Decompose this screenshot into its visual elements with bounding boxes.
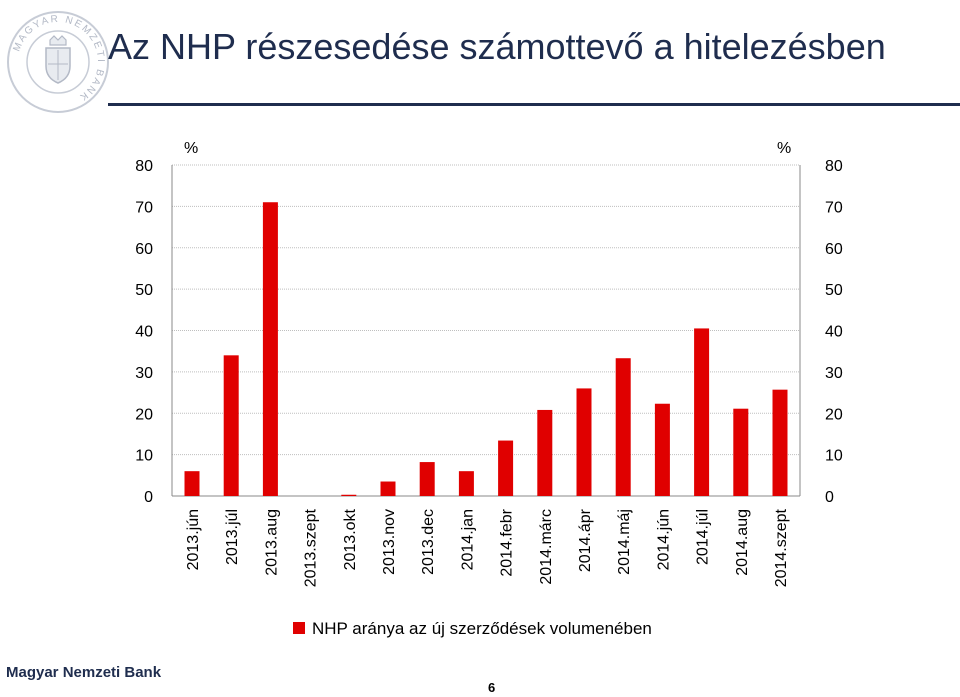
chart-bars bbox=[184, 202, 788, 497]
bar bbox=[262, 202, 278, 497]
bar bbox=[184, 471, 200, 496]
bar-chart: 0 0 10 10 20 20 30 30 40 40 50 50 60 60 70 70 80 80 2013.j… bbox=[135, 140, 843, 638]
y-tick-label-left: 10 bbox=[135, 448, 153, 465]
chart-legend: NHP aránya az új szerződések volumenében bbox=[293, 619, 652, 638]
x-tick-label: 2013.júl bbox=[224, 509, 241, 565]
x-tick-label: 2013.dec bbox=[420, 509, 437, 575]
y-tick-label-left: 80 bbox=[135, 158, 153, 175]
x-tick-label: 2013.jún bbox=[185, 509, 202, 570]
bar bbox=[537, 409, 553, 496]
y-tick-label-left: 20 bbox=[135, 406, 153, 423]
x-tick-label: 2014.júl bbox=[695, 509, 712, 565]
y-tick-label-right: 0 bbox=[825, 489, 834, 506]
x-tick-label: 2013.szept bbox=[303, 508, 320, 587]
x-tick-label: 2014.aug bbox=[734, 509, 751, 576]
bar bbox=[615, 358, 631, 496]
legend-label: NHP aránya az új szerződések volumenében bbox=[312, 619, 652, 638]
x-tick-label: 2013.okt bbox=[342, 508, 359, 570]
y-tick-label-left: 30 bbox=[135, 365, 153, 382]
mnb-logo: MAGYAR NEMZETI BANK bbox=[4, 8, 112, 116]
y-tick-label-right: 70 bbox=[825, 199, 843, 216]
y-tick-label-left: 50 bbox=[135, 282, 153, 299]
footer-bank-name: Magyar Nemzeti Bank bbox=[6, 664, 162, 681]
y-axis-unit-left: % bbox=[184, 140, 198, 157]
y-tick-label-right: 30 bbox=[825, 365, 843, 382]
x-tick-label: 2014.jan bbox=[459, 509, 476, 570]
bar bbox=[458, 471, 474, 496]
y-tick-label-left: 0 bbox=[144, 489, 153, 506]
y-tick-label-left: 70 bbox=[135, 199, 153, 216]
bar bbox=[694, 328, 710, 496]
bar bbox=[733, 408, 749, 496]
page-title: Az NHP részesedése számottevő a hitelezé… bbox=[108, 26, 886, 67]
y-tick-label-right: 10 bbox=[825, 448, 843, 465]
x-tick-label: 2014.jún bbox=[655, 509, 672, 570]
bar bbox=[419, 462, 435, 496]
y-tick-label-right: 60 bbox=[825, 241, 843, 258]
bar bbox=[223, 355, 239, 496]
x-tick-label: 2014.márc bbox=[538, 509, 555, 585]
bar bbox=[498, 440, 514, 496]
y-tick-label-left: 40 bbox=[135, 324, 153, 341]
legend-swatch bbox=[293, 622, 305, 634]
x-tick-label: 2014.ápr bbox=[577, 508, 594, 572]
bar bbox=[772, 389, 788, 496]
mnb-seal-icon: MAGYAR NEMZETI BANK bbox=[7, 11, 109, 113]
y-tick-label-right: 20 bbox=[825, 406, 843, 423]
y-tick-label-right: 50 bbox=[825, 282, 843, 299]
bar bbox=[380, 481, 396, 496]
bar bbox=[341, 494, 357, 496]
y-axis-unit-right: % bbox=[777, 140, 791, 157]
x-tick-label: 2013.aug bbox=[263, 509, 280, 576]
x-tick-label: 2014.máj bbox=[616, 509, 633, 575]
title-divider bbox=[108, 103, 960, 106]
x-tick-label: 2014.febr bbox=[499, 508, 516, 576]
y-tick-label-left: 60 bbox=[135, 241, 153, 258]
chart-ticks: 0 0 10 10 20 20 30 30 40 40 50 50 60 60 70 70 80 80 2013.j… bbox=[135, 158, 843, 587]
y-tick-label-right: 80 bbox=[825, 158, 843, 175]
x-tick-label: 2014.szept bbox=[773, 508, 790, 587]
page-number: 6 bbox=[488, 680, 496, 695]
bar bbox=[576, 388, 592, 496]
y-tick-label-right: 40 bbox=[825, 324, 843, 341]
bar bbox=[654, 403, 670, 496]
x-tick-label: 2013.nov bbox=[381, 509, 398, 575]
